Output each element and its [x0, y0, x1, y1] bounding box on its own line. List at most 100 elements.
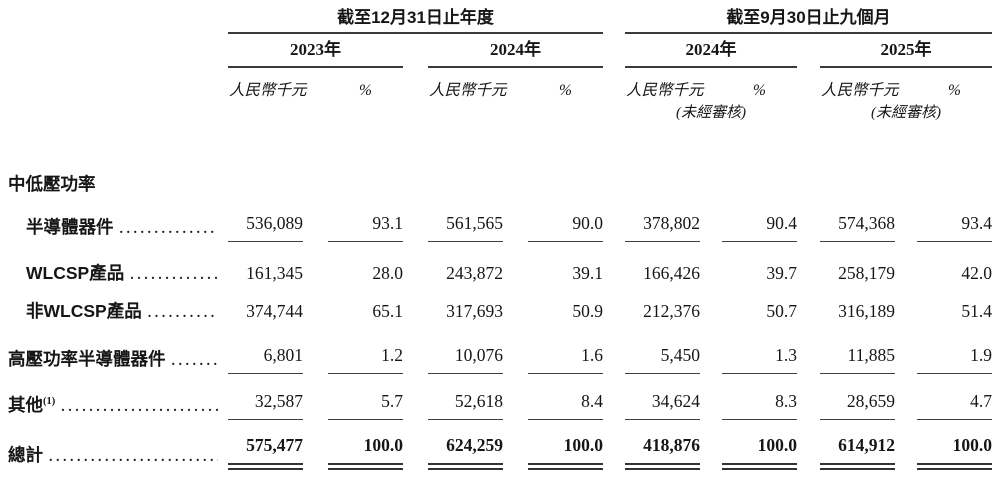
value-cell: 1.2 — [328, 345, 403, 374]
value-cell: 10,076 — [428, 345, 503, 374]
value-cell: 100.0 — [328, 435, 403, 470]
year-header-row: 2023年 2024年 2024年 2025年 — [0, 34, 1000, 68]
value-cell: 374,744 — [246, 301, 303, 321]
value-cell: 5.7 — [328, 391, 403, 420]
year-header-2023: 2023年 — [228, 34, 403, 68]
value-cell: 28,659 — [820, 391, 895, 420]
unit-label: 人民幣千元 — [821, 82, 899, 99]
period-group-header-row: 截至12月31日止年度 截至9月30日止九個月 — [0, 0, 1000, 34]
row-label-text: 非WLCSP產品 — [26, 301, 142, 321]
row-label-text: 高壓功率半導體器件 — [8, 349, 166, 369]
value-cell: 8.3 — [722, 391, 797, 420]
value-cell: 317,693 — [446, 301, 503, 321]
value-cell: 34,624 — [625, 391, 700, 420]
value-cell: 93.4 — [917, 213, 992, 242]
value-cell: 51.4 — [961, 301, 992, 321]
table-row-medium-low-voltage: 中低壓功率 — [0, 172, 1000, 208]
dot-leader: ........................................… — [49, 450, 218, 465]
value-cell: 28.0 — [372, 263, 403, 283]
value-cell: 212,376 — [643, 301, 700, 321]
percent-label: % — [753, 82, 766, 99]
row-label: 高壓功率半導體器件 ..............................… — [0, 348, 228, 374]
value-cell: 166,426 — [643, 263, 700, 283]
value-cell: 52,618 — [428, 391, 503, 420]
value-cell: 42.0 — [961, 263, 992, 283]
value-cell: 243,872 — [446, 263, 503, 283]
value-cell: 6,801 — [228, 345, 303, 374]
value-cell: 1.6 — [528, 345, 603, 374]
table-row-non-wlcsp-products: 非WLCSP產品 ...............................… — [0, 288, 1000, 326]
footnote-marker: (1) — [43, 396, 56, 408]
value-cell: 100.0 — [917, 435, 992, 470]
percent-label: % — [359, 82, 372, 99]
table-row-high-voltage-semiconductor-devices: 高壓功率半導體器件 ..............................… — [0, 326, 1000, 374]
value-cell: 50.9 — [572, 301, 603, 321]
value-cell: 90.4 — [722, 213, 797, 242]
row-label-text: 其他(1) — [8, 395, 56, 415]
table-row-total: 總計 .....................................… — [0, 420, 1000, 470]
row-label-text: 總計 — [8, 445, 43, 465]
dot-leader: ........................................… — [119, 222, 219, 237]
unaudited-note-2024: (未經審核) — [676, 105, 746, 121]
value-cell: 4.7 — [917, 391, 992, 420]
table-row-others: 其他(1) ..................................… — [0, 374, 1000, 420]
year-header-2024-9m: 2024年 — [625, 34, 797, 68]
percent-label: % — [948, 82, 961, 99]
unaudited-note-row: (未經審核) (未經審核) — [0, 102, 1000, 128]
value-cell: 32,587 — [228, 391, 303, 420]
value-cell: 536,089 — [228, 213, 303, 242]
unit-label: 人民幣千元 — [626, 82, 704, 99]
unaudited-note-2025: (未經審核) — [871, 105, 941, 121]
value-cell: 39.1 — [572, 263, 603, 283]
value-cell: 161,345 — [246, 263, 303, 283]
value-cell: 378,802 — [625, 213, 700, 242]
value-cell: 1.3 — [722, 345, 797, 374]
value-cell: 93.1 — [328, 213, 403, 242]
unit-header-row: 人民幣千元 % 人民幣千元 % 人民幣千元 % 人民幣千元 % — [0, 68, 1000, 102]
dot-leader: ........................................… — [147, 306, 218, 321]
value-cell: 65.1 — [372, 301, 403, 321]
table-row-wlcsp-products: WLCSP產品 ................................… — [0, 242, 1000, 288]
dot-leader: ........................................… — [171, 354, 219, 369]
dot-leader: ........................................… — [61, 400, 218, 415]
row-label-text: WLCSP產品 — [26, 263, 125, 283]
value-cell: 50.7 — [766, 301, 797, 321]
unit-pair-2024-9m: 人民幣千元 % — [625, 68, 797, 102]
unit-pair-2024: 人民幣千元 % — [428, 68, 603, 102]
value-cell: 614,912 — [820, 435, 895, 470]
row-label: 中低壓功率 — [8, 174, 96, 194]
row-label: WLCSP產品 ................................… — [0, 262, 228, 288]
value-cell: 316,189 — [838, 301, 895, 321]
row-label: 總計 .....................................… — [0, 444, 228, 470]
value-cell: 39.7 — [766, 263, 797, 283]
value-cell: 418,876 — [625, 435, 700, 470]
value-cell: 5,450 — [625, 345, 700, 374]
unit-label: 人民幣千元 — [229, 82, 307, 99]
value-cell: 575,477 — [228, 435, 303, 470]
unit-pair-2023: 人民幣千元 % — [228, 68, 403, 102]
row-label-text: 半導體器件 — [26, 217, 114, 237]
unit-label: 人民幣千元 — [429, 82, 507, 99]
value-cell: 258,179 — [838, 263, 895, 283]
table-row-semiconductor-devices: 半導體器件 ..................................… — [0, 208, 1000, 242]
header-spacer — [0, 128, 1000, 172]
row-label: 半導體器件 ..................................… — [0, 216, 228, 242]
value-cell: 1.9 — [917, 345, 992, 374]
value-cell: 561,565 — [428, 213, 503, 242]
row-label: 其他(1) ..................................… — [0, 394, 228, 420]
dot-leader: ........................................… — [130, 268, 218, 283]
value-cell: 624,259 — [428, 435, 503, 470]
value-cell: 100.0 — [528, 435, 603, 470]
percent-label: % — [559, 82, 572, 99]
value-cell: 8.4 — [528, 391, 603, 420]
year-header-2025-9m: 2025年 — [820, 34, 992, 68]
period-group-year-ended: 截至12月31日止年度 — [228, 0, 603, 34]
value-cell: 11,885 — [820, 345, 895, 374]
value-cell: 90.0 — [528, 213, 603, 242]
period-group-nine-months: 截至9月30日止九個月 — [625, 0, 992, 34]
unit-pair-2025-9m: 人民幣千元 % — [820, 68, 992, 102]
year-header-2024: 2024年 — [428, 34, 603, 68]
value-cell: 574,368 — [820, 213, 895, 242]
value-cell: 100.0 — [722, 435, 797, 470]
